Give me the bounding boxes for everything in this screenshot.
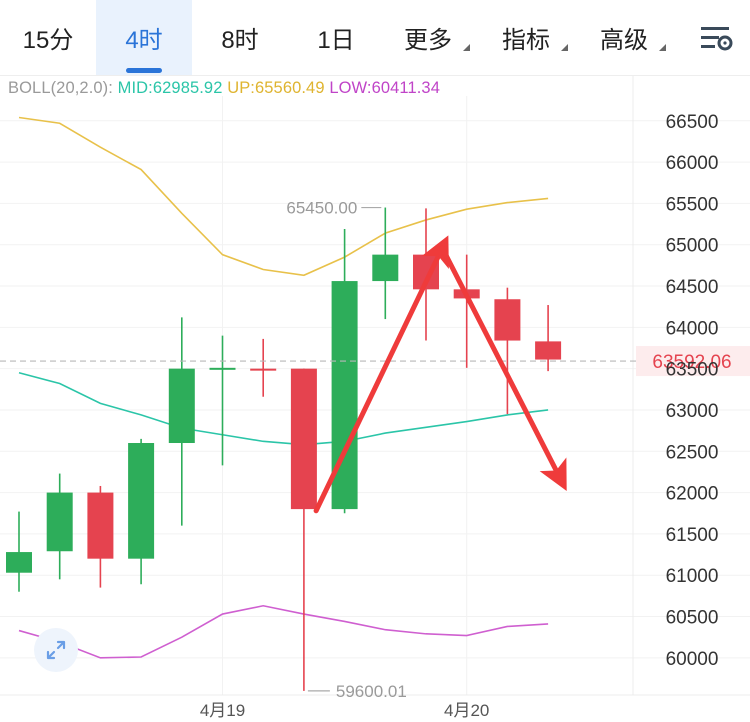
trend-arrow-up — [313, 235, 449, 514]
advanced-menu[interactable]: 高级 — [580, 0, 678, 75]
expand-arrows-icon — [46, 640, 66, 660]
candles — [6, 207, 562, 691]
price-tick-label: 60000 — [666, 649, 719, 670]
candle-body — [494, 299, 521, 341]
price-tick-label: 64000 — [666, 318, 719, 339]
indicator-menu-label: 指标 — [502, 27, 550, 54]
tab-label: 15分 — [22, 27, 74, 54]
boll-indicator-readout: BOLL(20,2.0): MID:62985.92 UP:65560.49 L… — [8, 79, 440, 98]
price-tick-label: 65500 — [666, 194, 719, 215]
candle-body — [250, 368, 277, 371]
candle-body — [209, 367, 236, 370]
boll-up-value: UP:65560.49 — [227, 79, 325, 97]
price-tick-label: 61500 — [666, 525, 719, 546]
candle-body — [87, 492, 114, 559]
boll-name: BOLL(20,2.0): — [8, 79, 113, 97]
price-tick-label: 66000 — [666, 153, 719, 174]
boll-lower-line — [18, 604, 549, 659]
boll-bands — [18, 116, 549, 659]
boll-mid-value: MID:62985.92 — [117, 79, 223, 97]
fullscreen-button[interactable] — [34, 628, 78, 672]
price-tick-label: 64500 — [666, 277, 719, 298]
current-price-label: 63592.06 — [652, 352, 731, 373]
price-tick-label: 63000 — [666, 401, 719, 422]
indicator-menu[interactable]: 指标 — [482, 0, 580, 75]
caret-down-icon — [659, 44, 666, 51]
price-tick-label: 66500 — [666, 112, 719, 133]
more-menu-label: 更多 — [404, 27, 452, 54]
timeframe-tabbar: 15分 4时 8时 1日 更多 指标 高级 — [0, 0, 750, 76]
candle-body — [6, 552, 32, 573]
tab-1d[interactable]: 1日 — [288, 0, 384, 75]
more-menu[interactable]: 更多 — [384, 0, 482, 75]
tab-label: 8时 — [221, 27, 259, 54]
price-axis: 66500 66000 65500 65000 64500 64000 63500 63000… — [666, 112, 719, 670]
advanced-menu-label: 高级 — [600, 27, 648, 54]
active-tab-indicator — [126, 68, 162, 73]
time-tick-label: 4月19 — [200, 701, 245, 720]
boll-low-value: LOW:60411.34 — [329, 79, 440, 97]
candle-body — [290, 368, 317, 510]
chart-settings-icon — [701, 26, 733, 50]
caret-down-icon — [561, 44, 568, 51]
price-tick-label: 61000 — [666, 566, 719, 587]
price-tick-label: 60500 — [666, 608, 719, 629]
tab-4h[interactable]: 4时 — [96, 0, 192, 75]
tab-label: 1日 — [317, 27, 355, 54]
boll-mid-line — [18, 372, 549, 446]
trend-arrow-down — [439, 245, 567, 491]
time-tick-label: 4月20 — [444, 701, 489, 720]
candle-body — [372, 254, 399, 282]
chart-settings-button[interactable] — [678, 0, 750, 75]
trend-arrows — [313, 235, 567, 514]
tab-label: 4时 — [125, 27, 163, 54]
candle-body — [168, 368, 195, 444]
low-price-label: 59600.01 — [336, 682, 407, 701]
price-markers: 63592.06 65450.00 59600.01 — [0, 199, 750, 701]
price-tick-label: 62500 — [666, 442, 719, 463]
tab-8h[interactable]: 8时 — [192, 0, 288, 75]
candle-body — [128, 443, 155, 559]
caret-down-icon — [463, 44, 470, 51]
time-axis: 4月19 4月20 — [200, 701, 490, 720]
current-price-tag-bg — [636, 346, 750, 377]
price-tick-label: 62000 — [666, 484, 719, 505]
boll-upper-line — [18, 116, 549, 277]
candle-body — [535, 341, 562, 360]
price-tick-label: 63500 — [666, 360, 719, 381]
high-price-label: 65450.00 — [286, 199, 357, 218]
candle-body — [46, 492, 73, 552]
price-tick-label: 65000 — [666, 236, 719, 257]
tab-15min[interactable]: 15分 — [0, 0, 96, 75]
